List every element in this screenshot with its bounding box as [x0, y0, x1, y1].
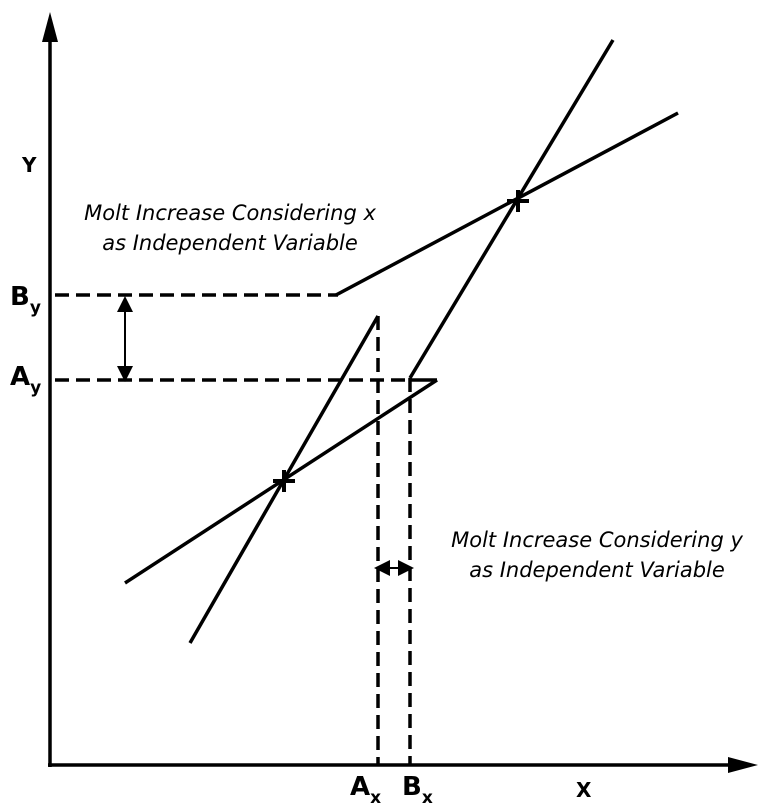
annotation-line: as Independent Variable [102, 231, 358, 255]
annotation-line: Molt Increase Considering x [84, 201, 376, 225]
axes [42, 12, 758, 773]
bx-label: Bx [402, 772, 433, 806]
annotation-line: Molt Increase Considering y [451, 528, 743, 552]
regression-lines [55, 39, 679, 765]
ax-label: Ax [350, 772, 381, 806]
annotation-line: as Independent Variable [469, 558, 725, 582]
intersection-marks [273, 190, 529, 492]
x-axis-label: X [576, 778, 592, 802]
y-axis-label: Y [21, 153, 37, 177]
by-label: By [10, 282, 41, 318]
ay-label: Ay [10, 362, 41, 398]
